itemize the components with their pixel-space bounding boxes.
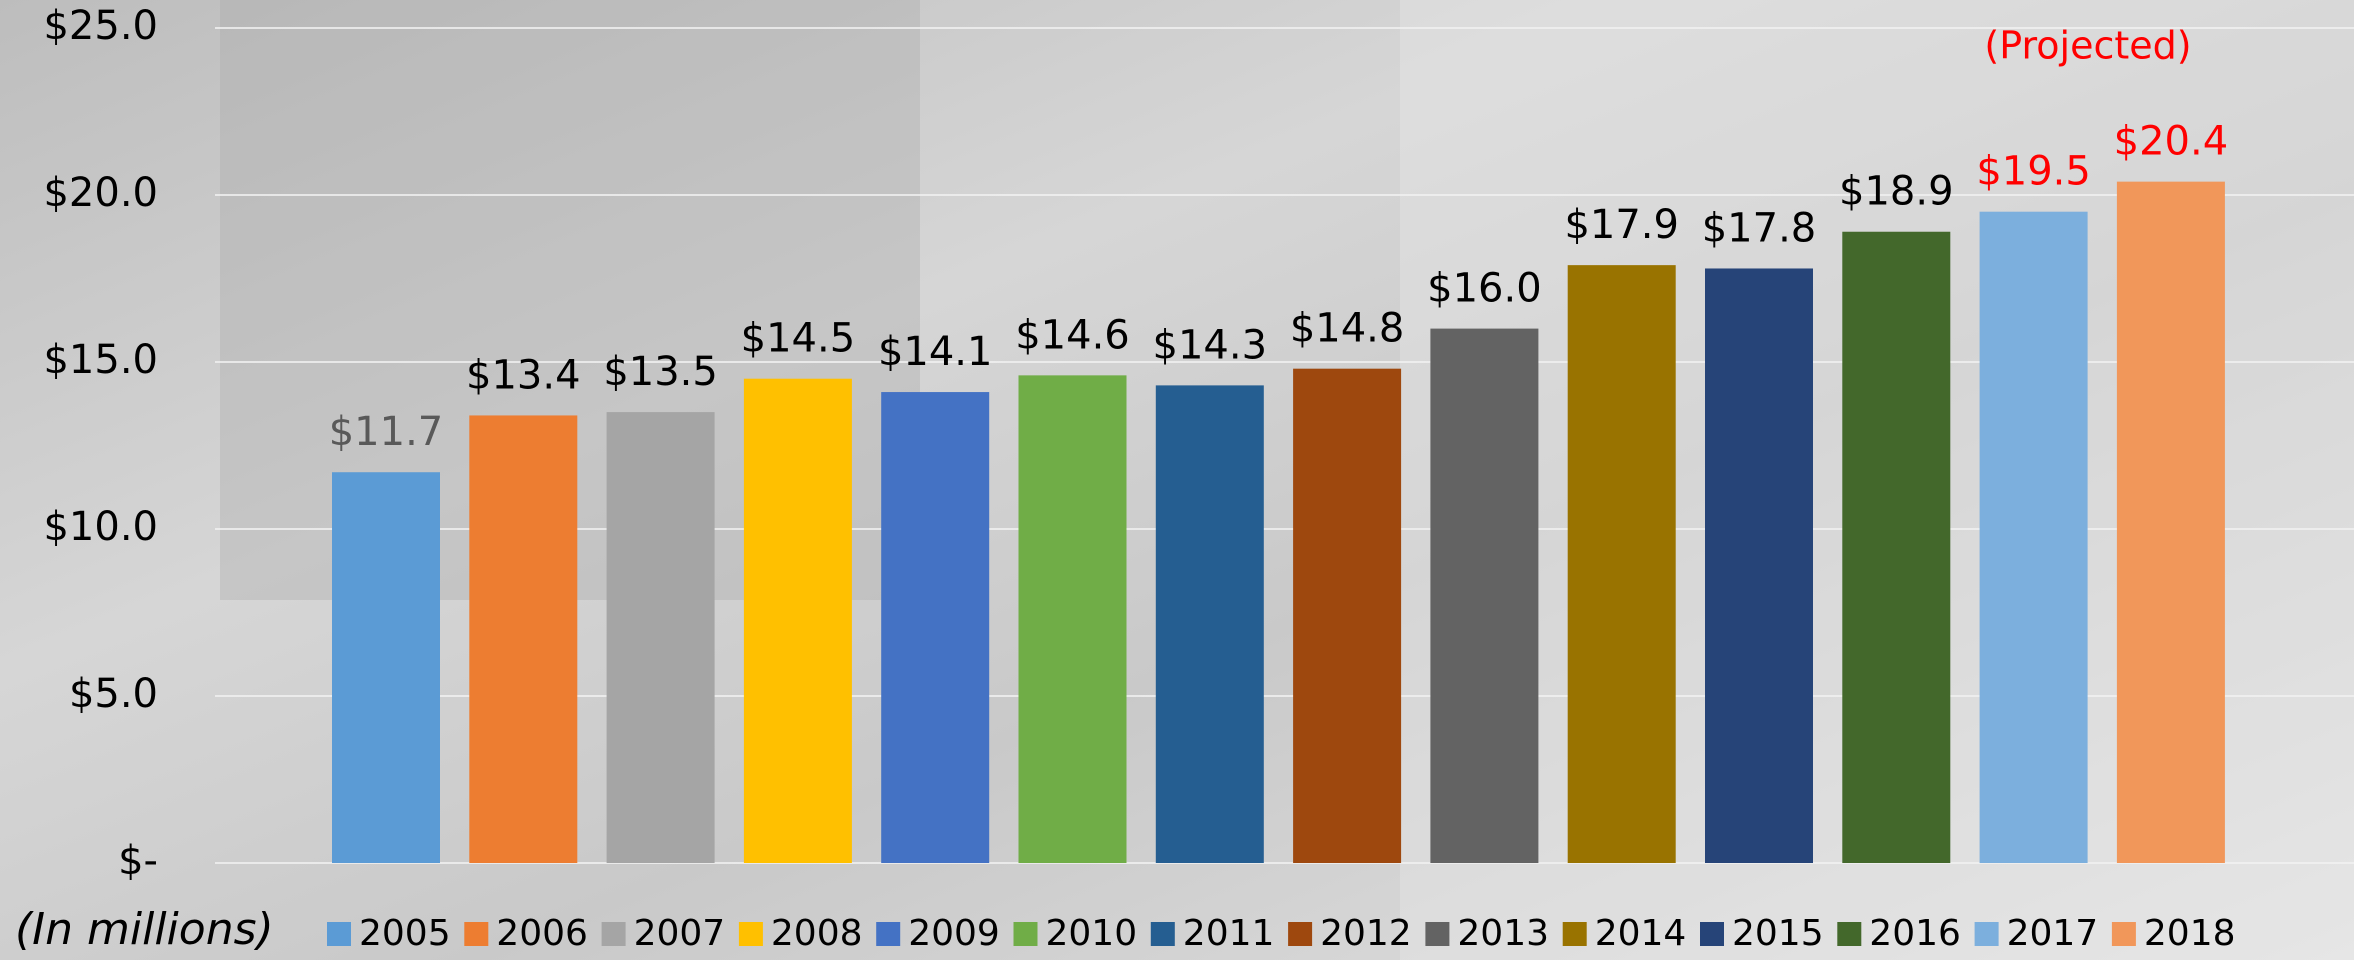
data-label: $17.9 — [1564, 202, 1679, 248]
data-label: $14.3 — [1153, 322, 1268, 368]
legend-swatch — [327, 922, 351, 946]
legend-swatch — [1700, 922, 1724, 946]
legend-swatch — [2111, 922, 2136, 946]
y-tick-label: $15.0 — [43, 337, 158, 383]
y-tick-label: $- — [118, 838, 158, 884]
y-tick-label: $5.0 — [69, 671, 158, 717]
y-tick-label: $10.0 — [43, 504, 158, 550]
data-label: $18.9 — [1839, 169, 1954, 215]
data-label: $20.4 — [2114, 119, 2229, 165]
legend-swatch — [1288, 922, 1313, 946]
y-tick-label: $25.0 — [43, 3, 158, 49]
legend-label: 2006 — [496, 913, 588, 954]
data-label: $19.5 — [1976, 149, 2091, 195]
legend-label: 2012 — [1320, 913, 1412, 954]
legend-label: 2009 — [908, 913, 1000, 954]
legend-label: 2005 — [359, 913, 451, 954]
data-label: $14.6 — [1015, 312, 1130, 358]
bar — [469, 415, 578, 863]
legend-label: 2008 — [771, 913, 863, 954]
bar — [1842, 231, 1951, 864]
data-label: $13.5 — [603, 349, 718, 395]
legend-label: 2018 — [2144, 913, 2236, 954]
legend-swatch — [464, 922, 489, 946]
data-label: $14.8 — [1290, 306, 1405, 352]
data-label: $11.7 — [329, 409, 444, 455]
axis-unit-label: (In millions) — [15, 904, 274, 955]
data-label: $16.0 — [1427, 266, 1542, 312]
annotation: (Projected) — [1984, 24, 2191, 68]
bar — [1430, 328, 1539, 864]
legend-label: 2010 — [1046, 913, 1138, 954]
legend-label: 2016 — [1869, 913, 1961, 954]
legend-swatch — [1562, 922, 1587, 946]
bar — [743, 378, 852, 863]
data-label: $14.5 — [741, 316, 856, 362]
legend-label: 2015 — [1732, 913, 1824, 954]
bar — [1979, 211, 2088, 863]
legend-swatch — [1425, 922, 1450, 946]
legend-label: 2013 — [1457, 913, 1549, 954]
legend-swatch — [1150, 922, 1175, 946]
legend-label: 2007 — [634, 913, 726, 954]
bar — [1155, 385, 1264, 863]
data-label: $17.8 — [1702, 205, 1817, 251]
legend-swatch — [738, 922, 763, 946]
bar — [606, 412, 715, 863]
bar — [1293, 368, 1402, 863]
legend-label: 2014 — [1595, 913, 1687, 954]
bar — [1705, 268, 1813, 864]
legend-swatch — [601, 922, 626, 946]
data-label: $14.1 — [878, 329, 993, 375]
data-label: $13.4 — [466, 352, 581, 398]
bar — [1018, 375, 1127, 863]
legend-label: 2017 — [2007, 913, 2099, 954]
bar — [332, 472, 440, 863]
legend-swatch — [1974, 922, 1999, 946]
legend-swatch — [876, 922, 901, 946]
bar — [1567, 265, 1676, 863]
bar — [2116, 181, 2225, 863]
bar — [881, 392, 990, 863]
legend-swatch — [1837, 922, 1862, 946]
legend-label: 2011 — [1183, 913, 1275, 954]
legend-swatch — [1013, 922, 1038, 946]
y-tick-label: $20.0 — [43, 170, 158, 216]
